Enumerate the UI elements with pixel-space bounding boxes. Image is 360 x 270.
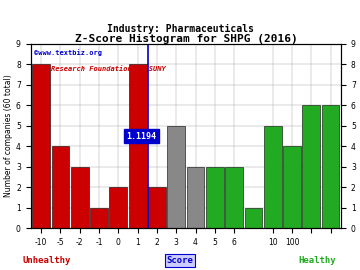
Bar	[206, 167, 224, 228]
Bar	[51, 146, 69, 228]
Bar	[167, 126, 185, 228]
Bar	[283, 146, 301, 228]
Text: ©www.textbiz.org: ©www.textbiz.org	[33, 49, 102, 56]
Bar	[225, 167, 243, 228]
Bar	[90, 208, 108, 228]
Bar	[302, 105, 320, 228]
Text: 1.1194: 1.1194	[126, 131, 157, 141]
Bar	[32, 64, 50, 228]
Bar	[244, 208, 262, 228]
Bar	[129, 64, 147, 228]
Title: Z-Score Histogram for SHPG (2016): Z-Score Histogram for SHPG (2016)	[75, 34, 297, 44]
Bar	[71, 167, 89, 228]
Bar	[187, 167, 204, 228]
Bar	[109, 187, 127, 228]
Text: Unhealthy: Unhealthy	[23, 256, 71, 265]
Text: The Research Foundation of SUNY: The Research Foundation of SUNY	[33, 66, 165, 72]
Y-axis label: Number of companies (60 total): Number of companies (60 total)	[4, 75, 13, 197]
Bar	[264, 126, 282, 228]
Bar	[322, 105, 339, 228]
Text: Industry: Pharmaceuticals: Industry: Pharmaceuticals	[107, 24, 253, 34]
Text: Score: Score	[167, 256, 193, 265]
Bar	[148, 187, 166, 228]
Text: Healthy: Healthy	[298, 256, 336, 265]
